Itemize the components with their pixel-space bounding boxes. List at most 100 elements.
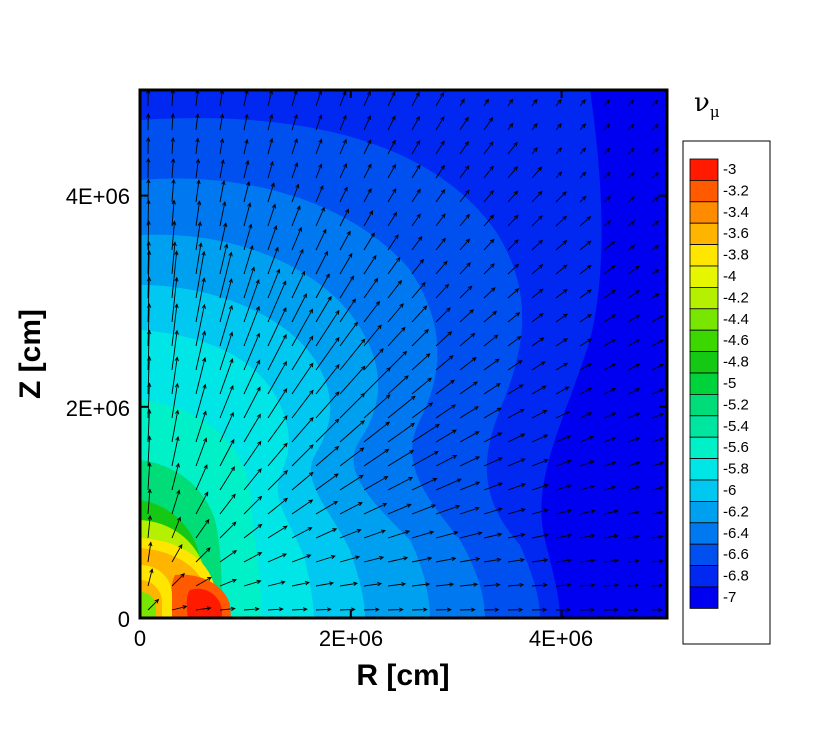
x-tick-label-2: 4E+06 bbox=[529, 626, 593, 651]
vector-arrow bbox=[651, 388, 665, 395]
vector-arrow bbox=[171, 605, 188, 611]
vector-arrow bbox=[291, 581, 310, 587]
vector-arrow bbox=[363, 581, 383, 587]
vector-arrow bbox=[267, 607, 284, 612]
vector-arrow bbox=[363, 163, 372, 179]
vector-arrow bbox=[387, 375, 409, 395]
colorbar-swatch-4 bbox=[689, 244, 719, 267]
vector-arrow bbox=[435, 429, 457, 443]
vector-arrow bbox=[579, 387, 593, 395]
vector-arrow bbox=[363, 421, 391, 443]
vector-arrow bbox=[267, 360, 287, 395]
colorbar-title-subscript: μ bbox=[710, 103, 720, 121]
vector-arrow bbox=[146, 250, 152, 299]
vector-arrow bbox=[627, 461, 641, 467]
vector-arrow bbox=[267, 203, 276, 227]
vector-arrow bbox=[171, 516, 181, 539]
vector-arrow bbox=[627, 171, 635, 179]
vector-arrow bbox=[435, 531, 459, 539]
x-axis-title: R [cm] bbox=[356, 659, 449, 692]
vector-arrow bbox=[363, 475, 389, 491]
vector-arrow bbox=[555, 289, 568, 299]
vector-arrow bbox=[507, 288, 520, 299]
vector-arrow bbox=[627, 437, 641, 443]
vector-arrow bbox=[651, 559, 664, 564]
vector-arrow bbox=[387, 115, 396, 131]
vector-arrow bbox=[555, 533, 573, 539]
y-tick-label-2: 4E+06 bbox=[66, 184, 130, 209]
vector-arrow bbox=[555, 98, 562, 107]
vector-arrow bbox=[411, 504, 437, 515]
vector-arrow bbox=[651, 99, 659, 107]
vector-arrow bbox=[195, 158, 201, 179]
vector-arrow bbox=[651, 534, 664, 539]
vector-arrow bbox=[651, 437, 665, 443]
vector-arrow bbox=[267, 307, 287, 347]
vector-arrow bbox=[363, 210, 374, 227]
vector-arrow bbox=[603, 509, 619, 515]
vector-arrow bbox=[579, 533, 596, 539]
vector-arrow bbox=[603, 558, 620, 563]
vector-arrow bbox=[483, 358, 500, 371]
vector-arrow bbox=[603, 314, 617, 323]
vector-arrow bbox=[435, 331, 453, 347]
vector-arrow bbox=[363, 324, 382, 347]
colorbar-swatch-8 bbox=[689, 329, 719, 353]
vector-arrow bbox=[219, 179, 226, 203]
vector-arrow bbox=[171, 178, 176, 203]
vector-arrow bbox=[267, 137, 274, 155]
vector-arrow bbox=[603, 534, 620, 539]
vector-arrow bbox=[531, 122, 538, 131]
vector-arrow bbox=[507, 312, 521, 323]
vector-arrow bbox=[627, 123, 635, 131]
vector-arrow bbox=[603, 436, 617, 443]
vector-arrow bbox=[315, 364, 340, 395]
vector-arrow bbox=[411, 305, 428, 323]
vector-arrow bbox=[171, 329, 179, 371]
vector-arrow bbox=[243, 413, 261, 443]
colorbar-swatch-14 bbox=[689, 458, 719, 481]
vector-arrow bbox=[627, 220, 636, 227]
vector-arrow bbox=[579, 583, 596, 588]
vector-arrow bbox=[243, 552, 263, 563]
vector-arrow bbox=[339, 420, 365, 443]
vector-arrow bbox=[579, 412, 593, 419]
vector-arrow bbox=[219, 521, 237, 539]
vector-arrow bbox=[146, 220, 151, 251]
vector-arrow bbox=[195, 437, 208, 467]
vector-arrow bbox=[267, 268, 281, 299]
vector-arrow bbox=[579, 99, 586, 107]
vector-arrow bbox=[435, 404, 457, 419]
colorbar-label-1: -3.2 bbox=[723, 182, 749, 199]
contour-core-green bbox=[140, 592, 156, 618]
colorbar-label-9: -4.8 bbox=[723, 354, 749, 371]
vector-arrow bbox=[603, 265, 616, 275]
vector-arrow bbox=[555, 508, 573, 515]
vector-arrow bbox=[459, 238, 471, 251]
vector-arrow bbox=[651, 583, 664, 588]
colorbar: -3 -3.2 -3.4 -3.6 -3.8 -4 -4.2 -4.4 -4.6 -4.8 -5 -5… bbox=[689, 158, 749, 609]
x-tick-label-0: 0 bbox=[134, 626, 146, 651]
vector-arrow bbox=[146, 276, 152, 323]
vector-arrow bbox=[267, 497, 288, 515]
vector-arrow bbox=[363, 503, 388, 515]
vector-arrow bbox=[171, 435, 180, 467]
colorbar-swatch-2 bbox=[689, 201, 719, 224]
vector-arrow bbox=[435, 213, 446, 227]
vector-arrow bbox=[459, 456, 481, 467]
vector-arrow bbox=[651, 510, 664, 515]
vector-arrow bbox=[435, 582, 455, 587]
plot-frame bbox=[138, 88, 669, 620]
vector-arrow bbox=[147, 568, 154, 587]
vector-arrow bbox=[195, 242, 203, 275]
vector-arrow bbox=[411, 140, 421, 155]
vector-arrow bbox=[219, 384, 234, 419]
colorbar-label-8: -4.6 bbox=[723, 332, 749, 349]
vector-arrow bbox=[339, 252, 353, 275]
vector-arrow bbox=[507, 508, 526, 515]
vector-arrow bbox=[483, 287, 496, 299]
vector-arrow bbox=[651, 220, 660, 227]
y-tick-label-0: 0 bbox=[118, 607, 130, 632]
vector-arrow bbox=[483, 189, 494, 203]
